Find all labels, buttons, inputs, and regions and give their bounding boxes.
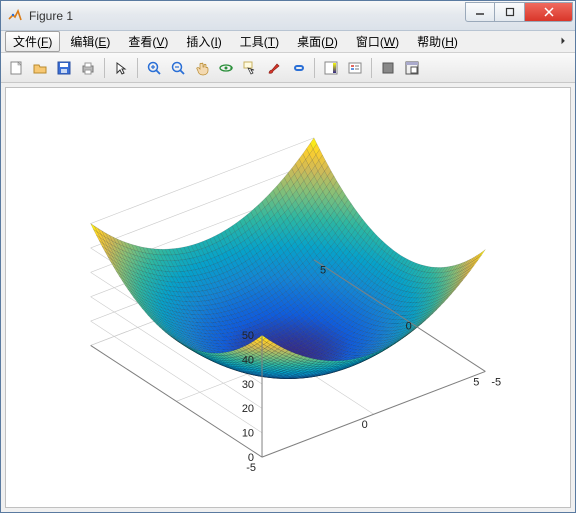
svg-text:0: 0: [406, 321, 412, 333]
menu-overflow-icon[interactable]: 🞂: [561, 36, 571, 47]
toolbar-separator: [137, 58, 138, 78]
close-button[interactable]: [525, 2, 573, 22]
zoom-in-button[interactable]: [143, 57, 165, 79]
save-button[interactable]: [53, 57, 75, 79]
maximize-button[interactable]: [495, 2, 525, 22]
menu-desktop[interactable]: 桌面(D): [289, 31, 346, 52]
menubar: 文件(F) 编辑(E) 查看(V) 插入(I) 工具(T) 桌面(D) 窗口(W…: [1, 31, 575, 53]
menu-help[interactable]: 帮助(H): [409, 31, 466, 52]
zoom-out-button[interactable]: [167, 57, 189, 79]
dock-figure-button[interactable]: [401, 57, 423, 79]
data-cursor-button[interactable]: [239, 57, 261, 79]
svg-text:50: 50: [242, 330, 254, 342]
insert-legend-button[interactable]: [344, 57, 366, 79]
svg-text:0: 0: [362, 419, 368, 431]
menu-tools[interactable]: 工具(T): [232, 31, 287, 52]
menu-file[interactable]: 文件(F): [5, 31, 60, 52]
open-button[interactable]: [29, 57, 51, 79]
svg-text:20: 20: [242, 403, 254, 415]
toolbar: [1, 53, 575, 83]
svg-text:30: 30: [242, 379, 254, 391]
menu-window[interactable]: 窗口(W): [348, 31, 407, 52]
svg-text:5: 5: [320, 265, 326, 277]
rotate3d-button[interactable]: [215, 57, 237, 79]
brush-button[interactable]: [263, 57, 285, 79]
figure-window: Figure 1 文件(F) 编辑(E) 查看(V) 插入(I) 工具(T) 桌…: [0, 0, 576, 513]
window-title: Figure 1: [29, 9, 465, 23]
svg-text:-5: -5: [246, 462, 256, 474]
svg-text:10: 10: [242, 428, 254, 440]
menu-edit[interactable]: 编辑(E): [62, 31, 118, 52]
titlebar[interactable]: Figure 1: [1, 1, 575, 31]
svg-text:40: 40: [242, 354, 254, 366]
link-plot-button[interactable]: [287, 57, 309, 79]
minimize-button[interactable]: [465, 2, 495, 22]
window-controls: [465, 2, 573, 22]
toolbar-separator: [371, 58, 372, 78]
pan-button[interactable]: [191, 57, 213, 79]
matlab-figure-icon: [7, 8, 23, 24]
insert-colorbar-button[interactable]: [320, 57, 342, 79]
hide-tools-button[interactable]: [377, 57, 399, 79]
edit-pointer-button[interactable]: [110, 57, 132, 79]
menu-view[interactable]: 查看(V): [120, 31, 176, 52]
toolbar-separator: [104, 58, 105, 78]
svg-text:-5: -5: [491, 376, 501, 388]
toolbar-separator: [314, 58, 315, 78]
menu-insert[interactable]: 插入(I): [178, 31, 229, 52]
surface-plot: 01020304050-505-505: [6, 88, 570, 507]
print-button[interactable]: [77, 57, 99, 79]
new-figure-button[interactable]: [5, 57, 27, 79]
axes-3d[interactable]: 01020304050-505-505: [5, 87, 571, 508]
svg-text:5: 5: [473, 376, 479, 388]
